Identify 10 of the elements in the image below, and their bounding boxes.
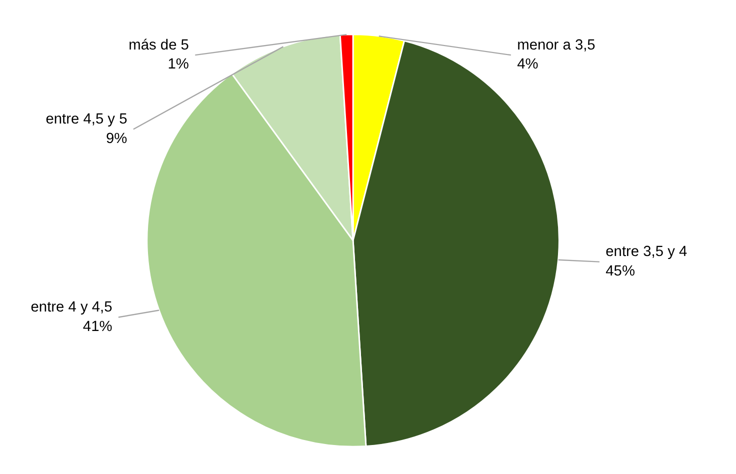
data-label: 45% <box>606 263 635 280</box>
data-label: 41% <box>82 318 112 335</box>
data-label: 1% <box>168 56 189 73</box>
data-label: 9% <box>106 130 128 147</box>
slice-label: entre 4,5 y 5 <box>46 112 128 128</box>
slice-label: más de 5 <box>128 37 189 54</box>
data-label: 4% <box>517 56 538 73</box>
slice-label: entre 4 y 4,5 <box>30 300 112 316</box>
slice-label: entre 3,5 y 4 <box>606 244 688 260</box>
slice-label: menor a 3,5 <box>517 37 596 54</box>
